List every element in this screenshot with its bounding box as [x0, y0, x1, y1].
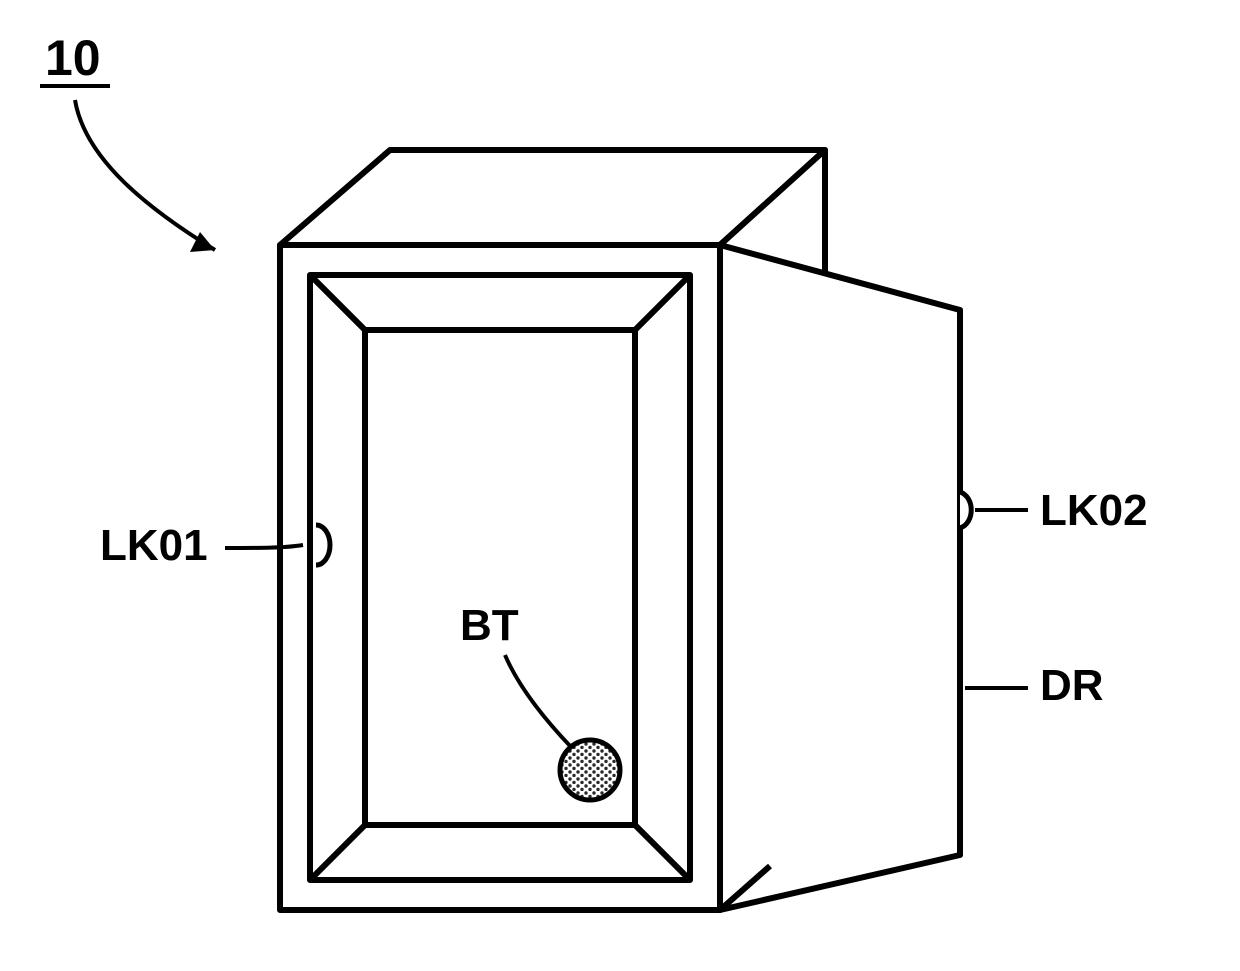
lk01-leader: [225, 545, 303, 548]
diagram-svg: 10 LK0: [0, 0, 1240, 971]
ref-label-text: 10: [45, 30, 101, 86]
button-circle: [560, 740, 620, 800]
lock-lk02: [960, 492, 971, 528]
bt-label: BT: [460, 601, 519, 650]
lk02-label-group: LK02: [975, 486, 1148, 535]
dr-label: DR: [1040, 661, 1104, 710]
ref-pointer: [75, 100, 215, 250]
door-panel: [720, 245, 960, 910]
lk01-label: LK01: [100, 521, 208, 570]
dr-label-group: DR: [965, 661, 1104, 710]
lk01-label-group: LK01: [100, 521, 303, 570]
door: [720, 245, 960, 910]
lk02-label: LK02: [1040, 486, 1148, 535]
button-bt: [560, 740, 620, 800]
lock-lk01: [316, 525, 330, 565]
cabinet-opening: [310, 275, 690, 880]
ref-label-group: 10: [40, 30, 215, 252]
